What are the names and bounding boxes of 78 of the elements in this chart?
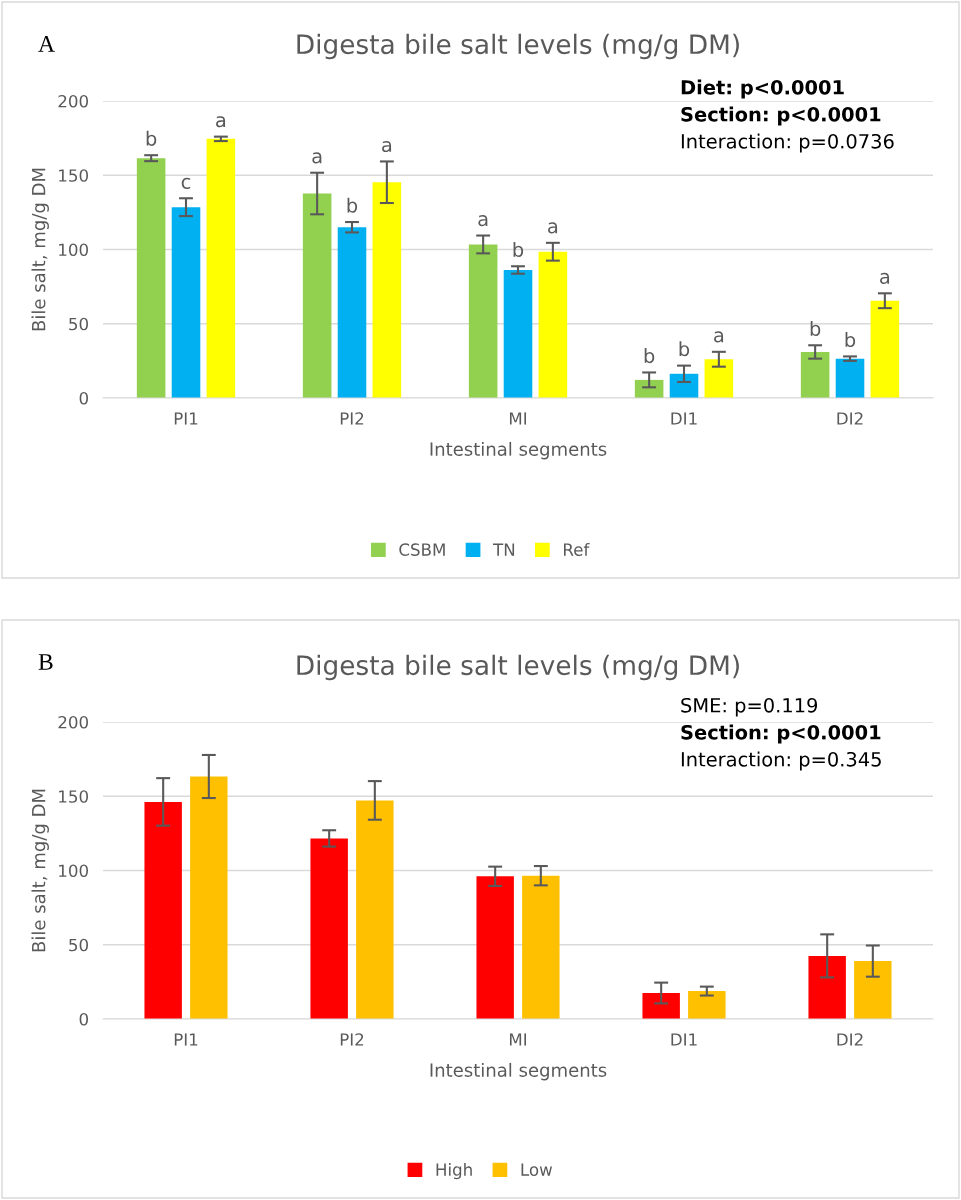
chart-title: Digesta bile salt levels (mg/g DM): [297, 654, 739, 681]
bar: [310, 838, 348, 1019]
bar: [854, 961, 892, 1019]
chart-title: Digesta bile salt levels (mg/g DM): [297, 33, 739, 60]
data-label: b: [810, 320, 821, 336]
bar: [372, 182, 402, 398]
bar: [800, 351, 830, 398]
data-label: a: [548, 222, 558, 234]
x-tick-label: MI: [509, 412, 527, 425]
y-tick-label: 0: [79, 391, 88, 405]
x-tick-label: DI1: [671, 412, 697, 425]
x-tick-label: PI2: [340, 1033, 364, 1046]
y-tick-label: 150: [59, 169, 88, 182]
data-label: a: [382, 140, 392, 153]
legend-label: High: [436, 1163, 472, 1180]
y-tick-label: 50: [69, 317, 88, 331]
bar: [835, 358, 865, 398]
annotation: Interaction: p=0.0736: [681, 133, 894, 153]
bar: [669, 373, 699, 398]
data-label: b: [146, 130, 157, 146]
x-tick-label: DI2: [837, 412, 863, 425]
y-tick-label: 100: [59, 864, 88, 878]
data-label: a: [312, 152, 322, 164]
legend-label: Ref: [564, 543, 590, 556]
bar: [356, 800, 394, 1019]
x-tick-label: PI1: [174, 412, 198, 425]
y-axis-title: Bile salt, mg/g DM: [31, 168, 49, 331]
bar: [171, 207, 201, 398]
text: Diet: p<0.0001: [681, 79, 844, 99]
bar: [302, 193, 332, 398]
bar: [704, 359, 734, 398]
data-label: a: [478, 215, 488, 227]
x-tick-label: MI: [509, 1033, 527, 1046]
bar: [206, 138, 236, 398]
text: A: [38, 36, 55, 52]
data-label: b: [513, 241, 524, 257]
bar: [522, 875, 560, 1019]
bar: [642, 993, 680, 1019]
annotation: Section: p<0.0001: [681, 724, 881, 744]
y-axis-title: Bile salt, mg/g DM: [31, 789, 49, 952]
annotation: Section: p<0.0001: [681, 106, 881, 126]
x-axis-title: Intestinal segments: [430, 1062, 607, 1081]
legend-label: Low: [521, 1163, 553, 1176]
text: SME: p=0.119: [681, 697, 818, 717]
annotation: Interaction: p=0.345: [681, 751, 881, 771]
y-tick-label: 150: [59, 790, 88, 803]
x-tick-label: DI2: [837, 1033, 863, 1046]
bar: [144, 801, 182, 1019]
data-label: b: [679, 341, 690, 357]
bar: [136, 158, 166, 398]
text: B: [38, 654, 53, 670]
data-label: b: [644, 348, 655, 364]
bar: [337, 227, 367, 398]
y-tick-label: 0: [79, 1012, 88, 1026]
legend-label: TN: [493, 543, 515, 556]
data-label: a: [880, 272, 890, 284]
x-axis-title: Intestinal segments: [430, 441, 607, 460]
x-tick-label: DI1: [671, 1033, 697, 1046]
x-tick-label: PI1: [174, 1033, 198, 1046]
bar: [870, 300, 900, 398]
data-label: b: [845, 332, 856, 348]
bar: [476, 876, 514, 1019]
bar: [468, 244, 498, 398]
bar: [808, 955, 846, 1019]
bar: [688, 991, 726, 1019]
y-tick-label: 200: [58, 94, 88, 108]
data-label: a: [216, 116, 226, 128]
data-label: b: [347, 197, 358, 213]
bar: [538, 251, 568, 398]
y-tick-label: 200: [58, 715, 88, 729]
bar: [503, 269, 533, 398]
x-tick-label: PI2: [340, 412, 364, 425]
y-tick-label: 50: [69, 938, 88, 952]
data-label: c: [181, 177, 191, 189]
data-label: a: [714, 331, 724, 343]
bar: [190, 776, 228, 1019]
legend-label: CSBM: [399, 543, 445, 556]
y-tick-label: 100: [59, 243, 88, 257]
